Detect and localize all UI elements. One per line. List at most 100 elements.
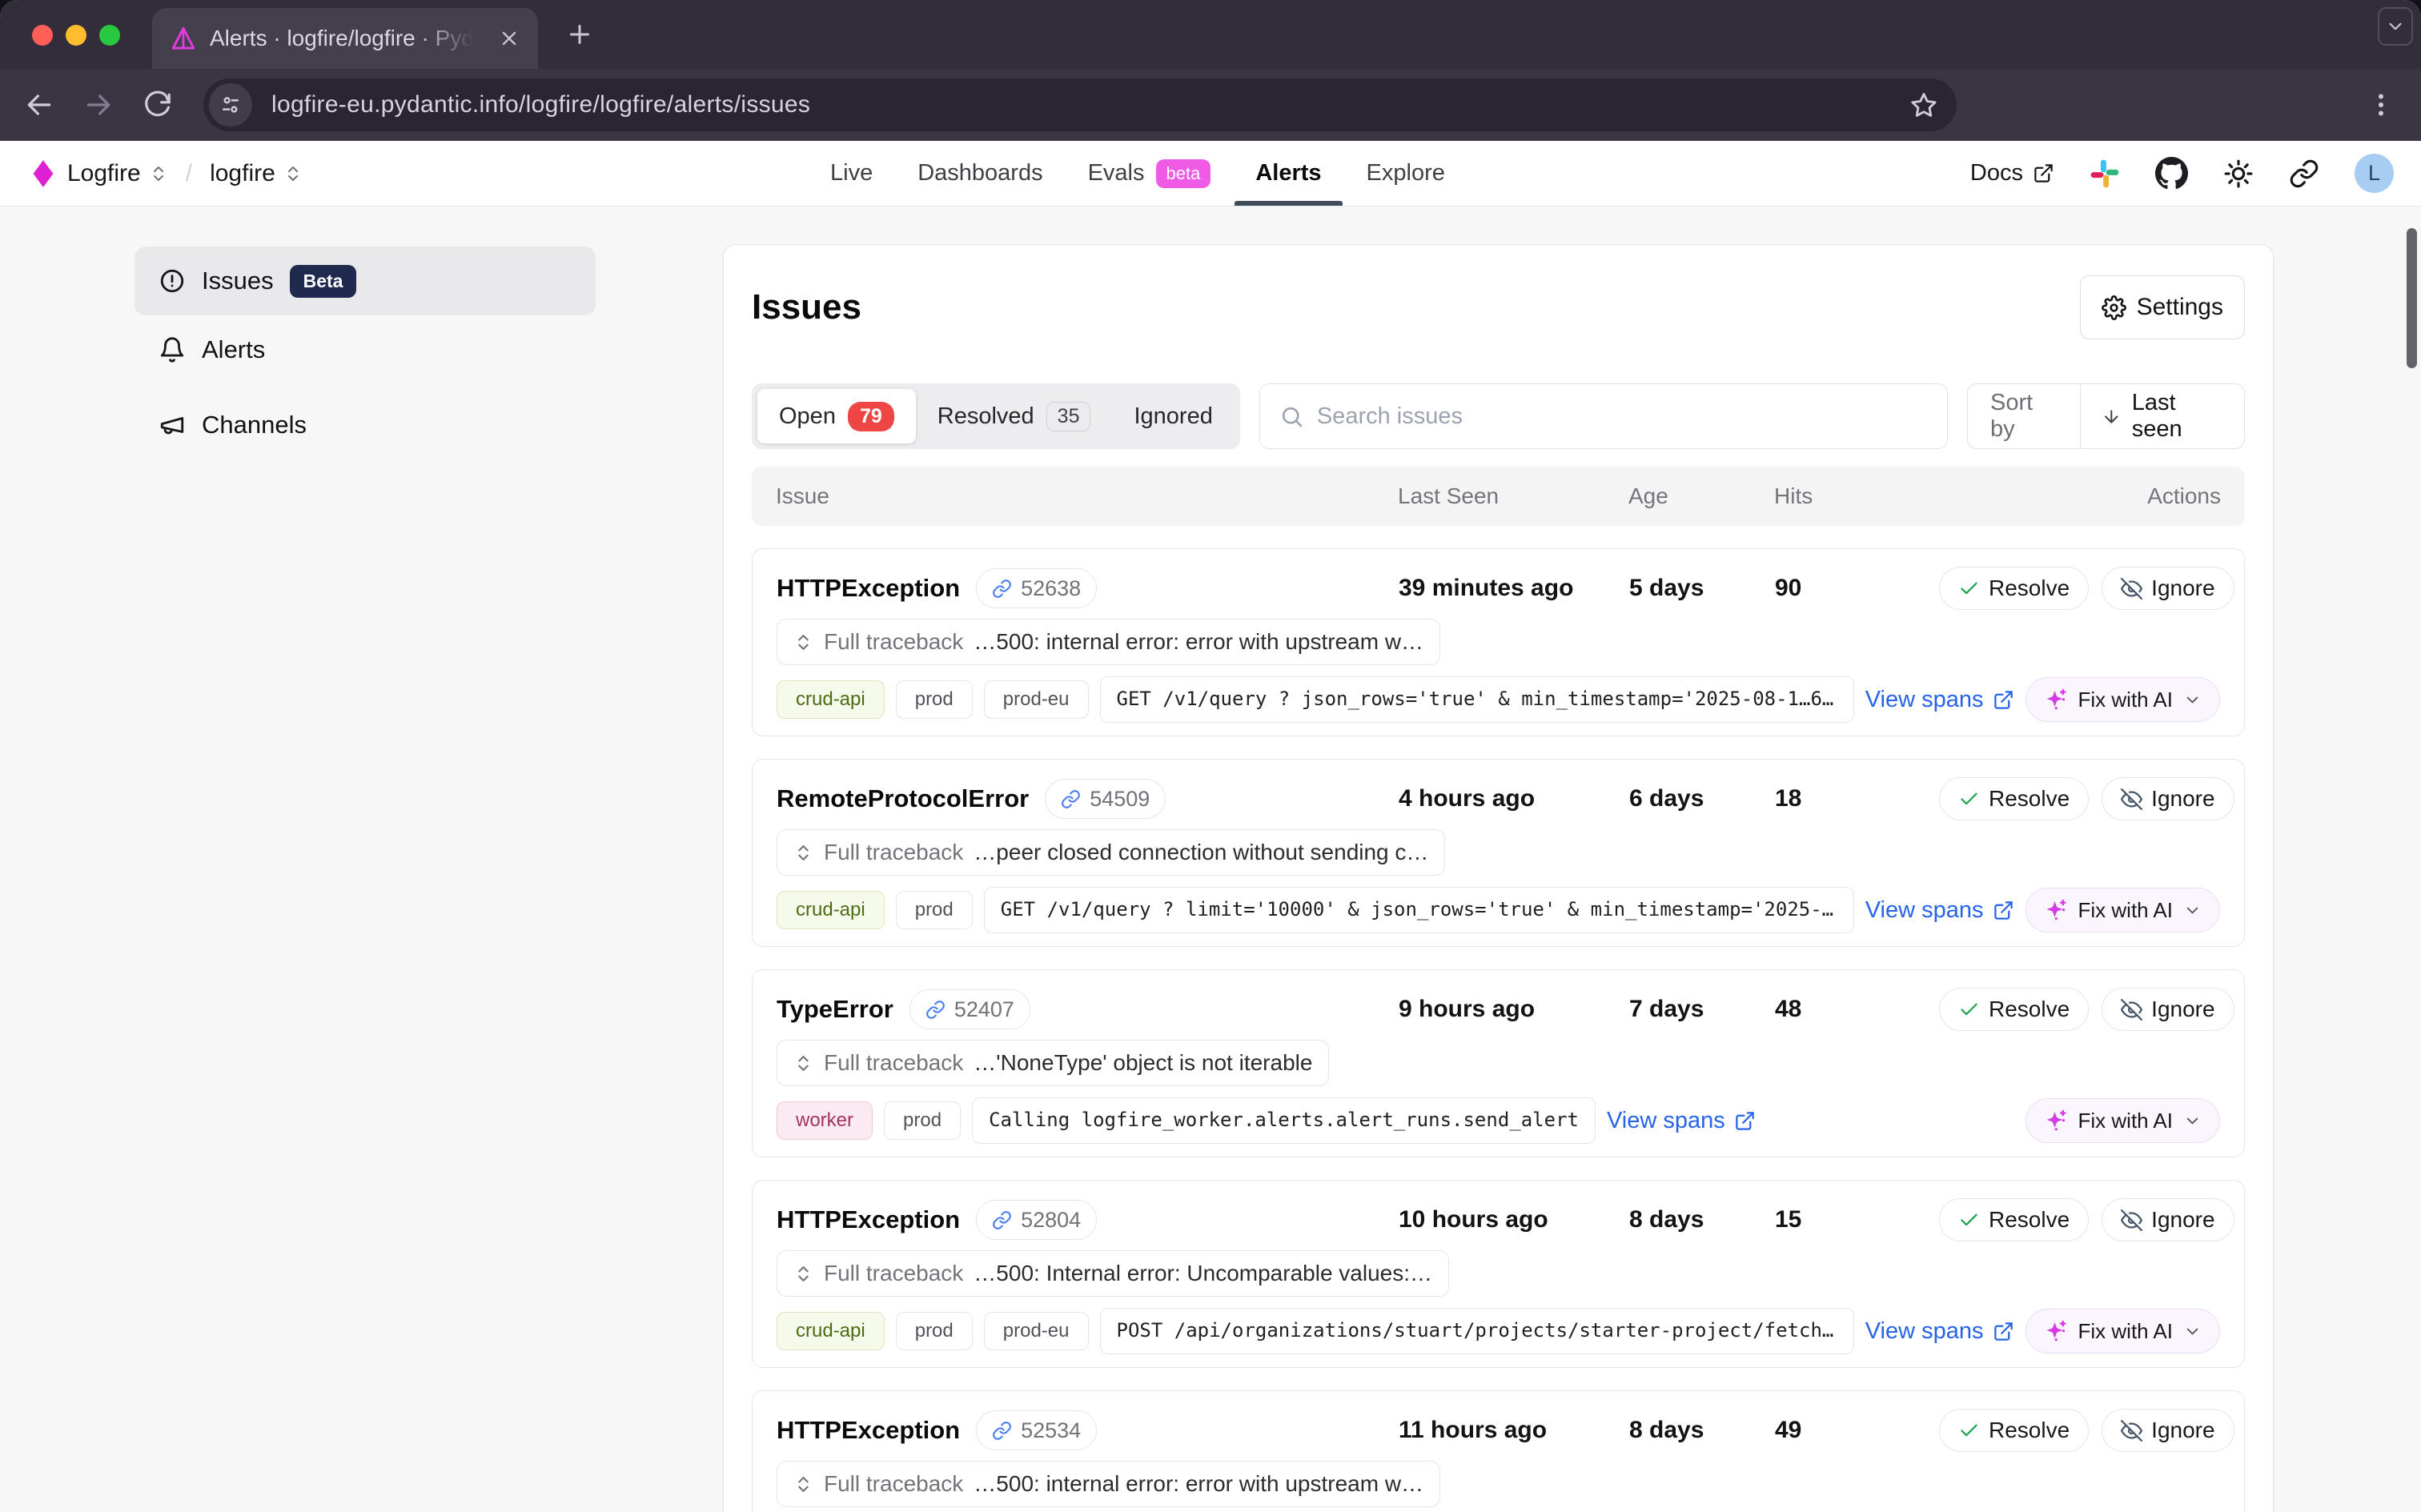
fix-with-ai-button[interactable]: Fix with AI [2025,888,2220,932]
view-spans-link[interactable]: View spans [1607,1108,1756,1134]
browser-tab[interactable]: Alerts · logfire/logfire · Pydant [152,8,538,69]
fix-with-ai-label: Fix with AI [2078,897,2173,922]
tab-open[interactable]: Open 79 [757,389,916,443]
tab-search-button[interactable] [2378,7,2413,46]
logfire-favicon-icon [170,25,197,52]
issue-id-chip[interactable]: 52804 [976,1200,1098,1240]
issue-title: TypeError [777,995,893,1023]
docs-link[interactable]: Docs [1970,160,2054,186]
chevron-down-icon [2183,691,2202,709]
org-switcher[interactable]: Logfire [67,160,168,187]
nav-dashboards[interactable]: Dashboards [917,141,1042,206]
ignore-button[interactable]: Ignore [2102,988,2234,1031]
span-code-chip[interactable]: Calling logfire_worker.alerts.alert_runs… [972,1097,1596,1144]
nav-alerts[interactable]: Alerts [1235,141,1343,206]
sidebar-item-channels[interactable]: Channels [159,405,307,445]
url-text[interactable]: logfire-eu.pydantic.info/logfire/logfire… [271,91,811,118]
avatar[interactable]: L [2355,154,2394,193]
ignore-button[interactable]: Ignore [2102,777,2234,820]
bookmark-star-icon[interactable] [1910,91,1937,118]
new-tab-button[interactable] [565,20,594,49]
project-switcher[interactable]: logfire [210,160,303,187]
issue-id-chip[interactable]: 52638 [976,568,1098,608]
traceback-toggle[interactable]: Full traceback …500: internal error: err… [777,1461,1441,1507]
reload-button[interactable] [143,90,173,120]
traceback-message: …500: Internal error: Uncomparable value… [974,1261,1433,1285]
resolve-button[interactable]: Resolve [1939,1198,2090,1241]
sidebar-item-alerts[interactable]: Alerts [159,330,265,370]
github-icon[interactable] [2155,157,2188,190]
traceback-toggle[interactable]: Full traceback …'NoneType' object is not… [777,1040,1330,1086]
resolve-button[interactable]: Resolve [1939,988,2090,1031]
span-code-chip[interactable]: GET /v1/query ? json_rows='true' & min_t… [1099,676,1854,723]
beta-badge: beta [1155,158,1211,188]
traceback-toggle[interactable]: Full traceback …500: internal error: err… [777,619,1441,665]
nav-evals[interactable]: Evals beta [1088,141,1211,206]
alert-circle-icon [159,267,186,295]
issue-hits: 15 [1775,1206,1802,1233]
theme-toggle-sun-icon[interactable] [2223,158,2254,189]
external-link-icon [1993,1321,2014,1342]
ignore-label: Ignore [2151,576,2215,600]
ignore-button[interactable]: Ignore [2102,1409,2234,1452]
tag-prod[interactable]: prod [895,680,973,719]
tag-crud-api[interactable]: crud-api [777,1312,885,1350]
maximize-window-button[interactable] [99,25,120,46]
ignore-button[interactable]: Ignore [2102,1198,2234,1241]
tab-ignored[interactable]: Ignored [1112,389,1234,443]
view-spans-link[interactable]: View spans [1865,897,2014,924]
view-spans-link[interactable]: View spans [1865,687,2014,713]
slack-icon[interactable] [2090,158,2120,189]
external-link-icon [1734,1110,1756,1132]
issue-last-seen: 4 hours ago [1399,785,1536,812]
fix-with-ai-button[interactable]: Fix with AI [2025,1309,2220,1354]
resolve-button[interactable]: Resolve [1939,777,2090,820]
gear-icon [2102,295,2126,320]
traceback-message: …peer closed connection without sending … [974,840,1429,864]
share-link-icon[interactable] [2289,158,2319,189]
tag-crud-api[interactable]: crud-api [777,680,885,719]
tag-worker[interactable]: worker [777,1101,873,1140]
settings-button[interactable]: Settings [2079,275,2245,339]
tag-prod-eu[interactable]: prod-eu [983,680,1089,719]
issue-id-chip[interactable]: 52407 [909,989,1030,1029]
span-code-chip[interactable]: POST /api/organizations/stuart/projects/… [1099,1308,1854,1354]
resolve-button[interactable]: Resolve [1939,567,2090,610]
scrollbar-thumb[interactable] [2407,228,2417,368]
nav-label: Explore [1366,160,1445,186]
issue-title: RemoteProtocolError [777,784,1030,812]
view-spans-link[interactable]: View spans [1865,1318,2014,1345]
resolve-button[interactable]: Resolve [1939,1409,2090,1452]
search-input[interactable] [1316,403,1928,430]
browser-menu-button[interactable] [2367,90,2395,119]
address-bar[interactable]: logfire-eu.pydantic.info/logfire/logfire… [203,78,1957,131]
close-window-button[interactable] [32,25,53,46]
traceback-toggle[interactable]: Full traceback …peer closed connection w… [777,829,1446,876]
issue-id-chip[interactable]: 52534 [976,1410,1098,1450]
fix-with-ai-button[interactable]: Fix with AI [2025,1098,2220,1143]
close-tab-icon[interactable] [498,27,520,50]
back-button[interactable] [24,90,54,120]
span-code-chip[interactable]: GET /v1/query ? limit='10000' & json_row… [983,887,1854,933]
sidebar-item-issues[interactable]: Issues Beta [134,247,596,315]
fix-with-ai-button[interactable]: Fix with AI [2025,677,2220,722]
forward-button[interactable] [83,90,114,120]
tag-crud-api[interactable]: crud-api [777,891,885,929]
tag-prod[interactable]: prod [895,891,973,929]
logfire-logo-icon [32,159,54,188]
tab-resolved[interactable]: Resolved 35 [916,389,1113,443]
site-info-button[interactable] [209,83,252,126]
tag-prod[interactable]: prod [895,1312,973,1350]
tag-prod[interactable]: prod [884,1101,962,1140]
traceback-toggle[interactable]: Full traceback …500: Internal error: Unc… [777,1250,1450,1297]
nav-live[interactable]: Live [830,141,873,206]
issue-hits: 90 [1775,575,1802,601]
ignore-button[interactable]: Ignore [2102,567,2234,610]
tag-prod-eu[interactable]: prod-eu [983,1312,1089,1350]
sort-control[interactable]: Sort by Last seen [1967,383,2245,449]
search-icon [1279,404,1304,429]
nav-explore[interactable]: Explore [1367,141,1445,206]
issue-id-chip[interactable]: 54509 [1045,779,1166,819]
sort-value-button[interactable]: Last seen [2081,390,2244,443]
minimize-window-button[interactable] [66,25,86,46]
